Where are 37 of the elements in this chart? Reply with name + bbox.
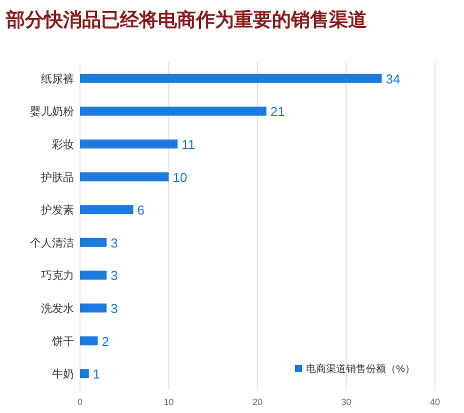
data-label: 34 xyxy=(386,71,400,86)
y-tick-label: 婴儿奶粉 xyxy=(30,105,74,118)
x-tick-label: 0 xyxy=(77,397,83,407)
bar xyxy=(80,172,169,182)
legend-label: 电商渠道销售份额（%） xyxy=(306,363,415,375)
bar xyxy=(80,270,107,280)
data-label: 11 xyxy=(182,137,196,152)
bar xyxy=(80,369,89,378)
data-label: 3 xyxy=(110,268,118,284)
y-tick-label: 个人清洁 xyxy=(30,236,74,250)
y-tick-label: 巧克力 xyxy=(41,269,74,282)
y-tick-label: 洗发水 xyxy=(41,302,74,315)
data-label: 3 xyxy=(110,301,118,316)
y-tick-label: 彩妆 xyxy=(52,139,74,151)
bar xyxy=(80,304,107,312)
data-label: 3 xyxy=(110,235,118,250)
y-tick-label: 护发素 xyxy=(40,204,74,217)
x-tick-label: 40 xyxy=(430,397,440,407)
bar xyxy=(80,106,266,116)
x-tick-label: 30 xyxy=(341,397,352,407)
data-label: 2 xyxy=(102,334,109,349)
bar xyxy=(80,336,98,346)
data-label: 10 xyxy=(172,170,188,185)
y-tick-label: 牛奶 xyxy=(52,368,74,381)
bar xyxy=(80,140,178,148)
bar xyxy=(80,74,382,83)
bar xyxy=(80,205,134,214)
data-label: 21 xyxy=(270,104,285,120)
y-tick-label: 纸尿裤 xyxy=(41,72,74,86)
data-label: 6 xyxy=(137,202,144,218)
x-tick-label: 10 xyxy=(164,397,174,407)
y-tick-label: 饼干 xyxy=(51,334,74,348)
y-tick-label: 护肤品 xyxy=(40,170,74,184)
x-tick-label: 20 xyxy=(252,397,263,407)
chart-title: 部分快消品已经将电商作为重要的销售渠道 xyxy=(5,9,367,31)
data-label: 1 xyxy=(92,366,100,382)
bar xyxy=(80,238,107,247)
